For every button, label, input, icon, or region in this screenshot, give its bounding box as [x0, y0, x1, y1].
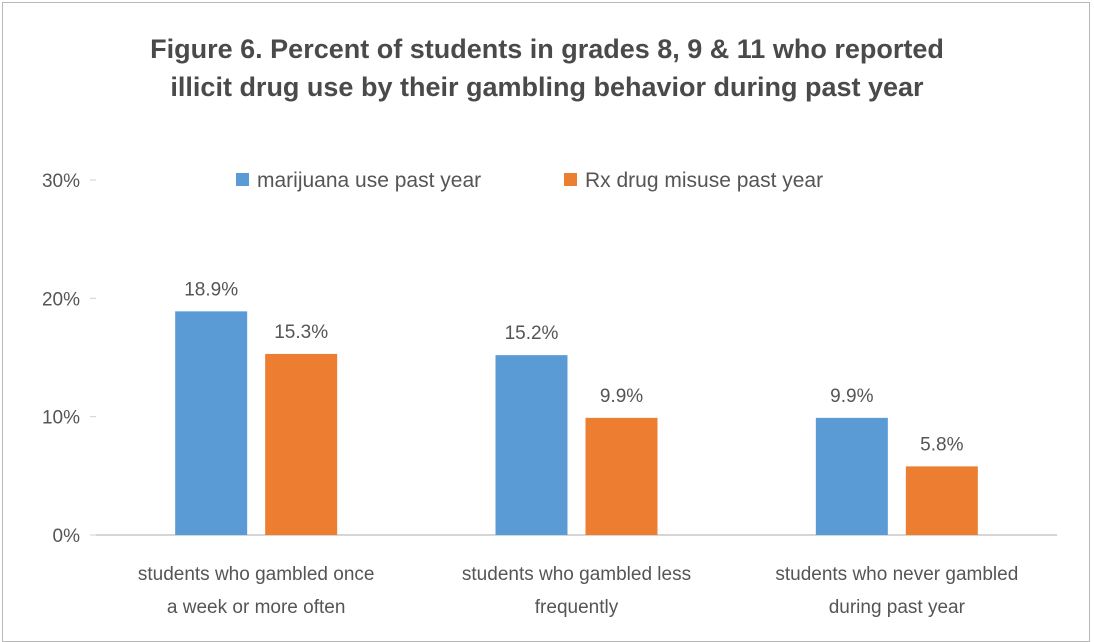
legend-label: marijuana use past year	[257, 169, 481, 192]
chart-title-line-2: illicit drug use by their gambling behav…	[170, 72, 924, 102]
data-label: 9.9%	[600, 386, 643, 407]
data-label: 15.3%	[274, 322, 328, 343]
chart-title-line-1: Figure 6. Percent of students in grades …	[150, 34, 944, 64]
x-category-label: students who gambled once	[138, 564, 375, 585]
x-category-label: students who gambled less	[462, 564, 691, 585]
bar-marijuana	[495, 355, 568, 535]
y-tick-label: 30%	[42, 171, 80, 192]
bar-rx-drug	[905, 466, 978, 535]
data-label: 15.2%	[505, 323, 559, 344]
bar-rx-drug	[265, 353, 338, 535]
data-label: 5.8%	[920, 434, 963, 455]
data-label: 9.9%	[830, 386, 873, 407]
axis-layer: 0% 10% 20% 30% students who gambled once a we…	[42, 171, 1057, 618]
y-tick-label: 0%	[53, 526, 81, 547]
legend-swatch	[564, 173, 577, 186]
x-category-label: during past year	[829, 597, 966, 618]
legend: marijuana use past year Rx drug misuse pa…	[236, 169, 823, 192]
x-category-label: a week or more often	[167, 597, 345, 618]
y-tick-label: 20%	[42, 289, 80, 310]
legend-swatch	[236, 173, 249, 186]
bar-layer: 18.9% 15.3% 15.2% 9.9% 9.9% 5.8%	[175, 279, 978, 535]
legend-label: Rx drug misuse past year	[585, 169, 823, 192]
bar-marijuana	[175, 311, 248, 535]
data-label: 18.9%	[184, 279, 238, 300]
chart-title: Figure 6. Percent of students in grades …	[0, 30, 1094, 106]
bar-rx-drug	[585, 417, 658, 535]
x-category-label: students who never gambled	[775, 564, 1018, 585]
bar-marijuana	[815, 417, 888, 535]
x-category-label: frequently	[535, 597, 619, 618]
y-tick-label: 10%	[42, 408, 80, 429]
